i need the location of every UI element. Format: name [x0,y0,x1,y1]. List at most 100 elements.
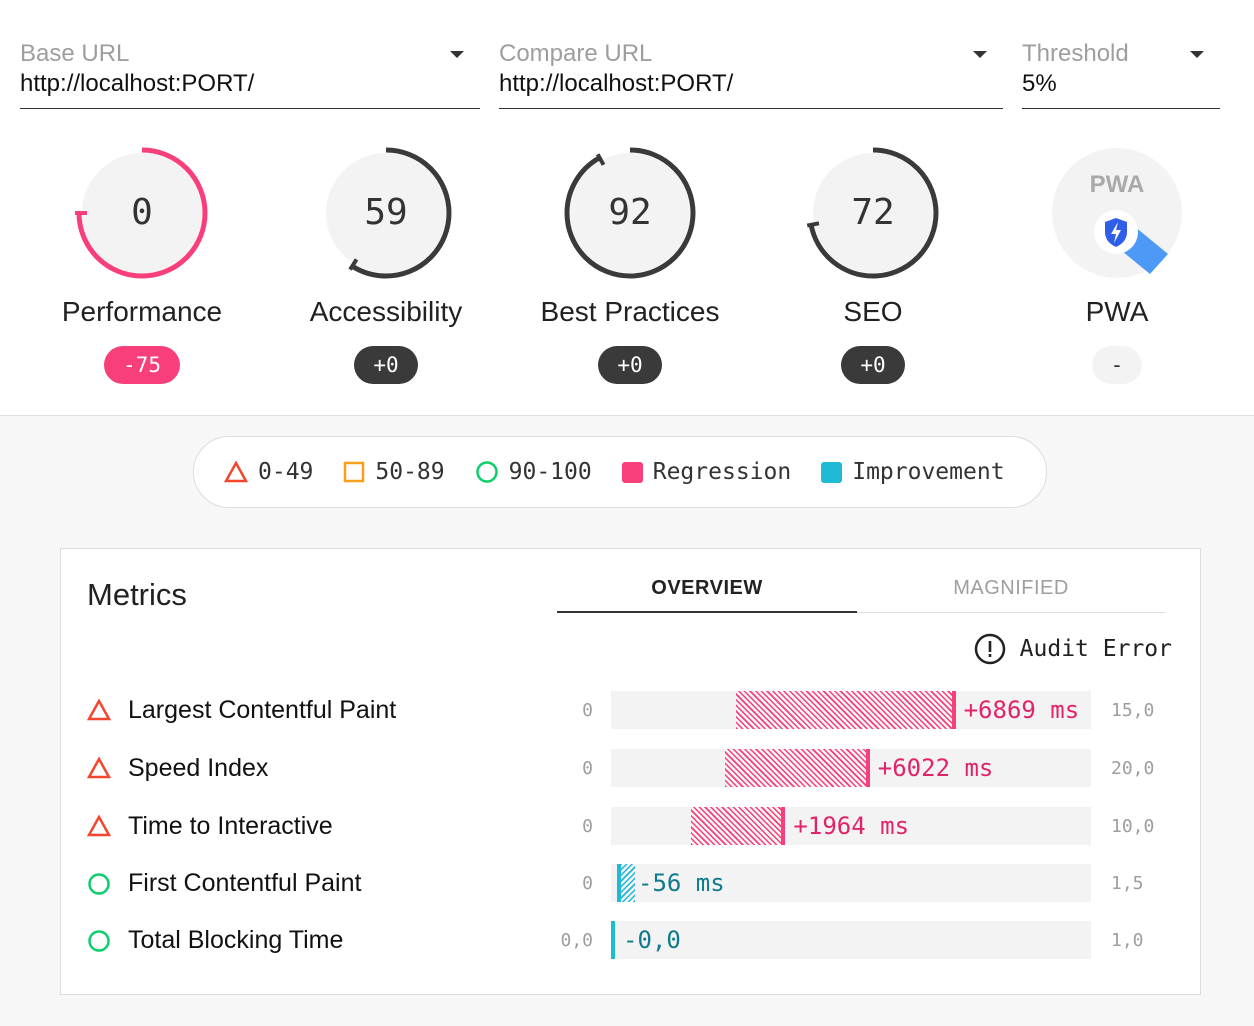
category-best-practices[interactable]: 92 Best Practices +0 [530,146,730,384]
score-arc [564,147,696,279]
improvement-bar [617,864,635,902]
circle-pass-icon [475,461,498,483]
category-seo[interactable]: 72 SEO +0 [773,146,973,384]
selector-2[interactable]: Threshold 5% [1022,38,1220,109]
square-average-icon [344,461,365,483]
scale-max: 10,0 [1111,816,1155,837]
category-performance[interactable]: 0 Performance -75 [42,146,242,384]
dropdown-caret-icon[interactable] [1190,51,1204,58]
legend-improvement: Improvement [852,459,1005,485]
circle-pass-icon [88,873,110,895]
improvement-bar [611,921,615,959]
metric-row[interactable]: Time to Interactive 0 +1964 ms 10,0 [61,807,1202,845]
delta-badge: - [1091,346,1143,384]
metric-track: +6022 ms [611,749,1091,787]
legend-average: 50-89 [375,459,445,485]
selector-label: Base URL [20,40,130,67]
comparison-section: 0-49 50-89 90-100 Regression Improvement… [0,415,1254,1026]
score-gauge [564,147,696,279]
score-tick [348,258,359,271]
selector-1[interactable]: Compare URL http://localhost:PORT/ [499,38,1003,109]
score-value: 0 [131,192,153,233]
selector-value: http://localhost:PORT/ [499,70,734,97]
delta-badge: +0 [841,346,905,384]
dropdown-caret-icon[interactable] [450,51,464,58]
legend-fail: 0-49 [258,459,314,485]
metric-delta: -0,0 [623,926,681,954]
dropdown-caret-icon[interactable] [973,51,987,58]
metric-name: Time to Interactive [128,812,333,840]
metric-track: -56 ms [611,864,1091,902]
metrics-title: Metrics [87,577,187,612]
metric-name: Speed Index [128,754,269,782]
selector-label: Threshold [1022,40,1129,67]
triangle-fail-icon [86,756,112,779]
metric-delta: -56 ms [638,869,725,897]
score-arc [807,147,939,279]
scale-min: 0 [582,700,593,721]
improvement-swatch-icon [821,461,843,483]
delta-badge: +0 [354,346,418,384]
metric-track: +6869 ms [611,691,1091,729]
regression-bar [691,807,786,845]
audit-error-label: Audit Error [1019,636,1172,662]
scale-min: 0 [582,873,593,894]
metric-row[interactable]: Speed Index 0 +6022 ms 20,0 [61,749,1202,787]
scale-min: 0 [582,816,593,837]
metric-row[interactable]: First Contentful Paint 0 -56 ms 1,5 [61,864,1202,902]
legend-pass: 90-100 [508,459,592,485]
triangle-fail-icon [86,698,112,721]
scale-max: 1,0 [1111,930,1144,951]
score-gauge [806,147,939,279]
legend: 0-49 50-89 90-100 Regression Improvement [193,436,1047,508]
selector-value: 5% [1022,70,1057,97]
scale-max: 15,0 [1111,700,1155,721]
score-value: 72 [851,192,895,233]
score-tick [806,221,820,228]
alert-circle-icon [974,633,1005,665]
triangle-fail-icon [86,814,112,837]
score-gauge [75,147,208,279]
selector-value: http://localhost:PORT/ [20,70,255,97]
metric-row[interactable]: Largest Contentful Paint 0 +6869 ms 15,0 [61,691,1202,729]
scale-min: 0,0 [560,930,593,951]
metric-track: -0,0 [611,921,1091,959]
category-pwa[interactable]: PWA PWA - [1017,146,1217,384]
metrics-card: Metrics OVERVIEW MAGNIFIED Audit Error L… [60,548,1201,995]
metric-delta: +1964 ms [793,812,910,840]
category-name: PWA [1085,296,1149,327]
delta-badge: +0 [598,346,662,384]
metric-name: Total Blocking Time [128,926,344,954]
metric-track: +1964 ms [611,807,1091,845]
regression-bar [735,691,956,729]
scale-min: 0 [582,758,593,779]
score-tick [595,153,606,166]
metric-row[interactable]: Total Blocking Time 0,0 -0,0 1,0 [61,921,1202,959]
metric-delta: +6022 ms [877,754,994,782]
category-accessibility[interactable]: 59 Accessibility +0 [286,146,486,384]
selector-0[interactable]: Base URL http://localhost:PORT/ [20,38,480,109]
category-name: SEO [843,296,903,327]
delta-badge: -75 [104,346,180,384]
selector-label: Compare URL [499,40,653,67]
circle-pass-icon [88,930,110,952]
tab-overview[interactable]: OVERVIEW [557,577,857,613]
score-arc [320,147,452,279]
scale-max: 1,5 [1111,873,1144,894]
pwa-logo-text: PWA [1090,171,1145,198]
metric-name: Largest Contentful Paint [128,696,397,724]
triangle-fail-icon [224,461,248,483]
regression-swatch-icon [621,461,643,483]
tab-magnified[interactable]: MAGNIFIED [857,577,1165,613]
scale-max: 20,0 [1111,758,1155,779]
category-name: Accessibility [309,296,463,327]
category-name: Best Practices [540,296,720,327]
score-value: 92 [608,192,652,233]
pwa-gauge: PWA [1052,148,1182,278]
category-name: Performance [61,296,223,327]
score-gauge [320,147,452,279]
audit-error: Audit Error [974,633,1172,665]
metric-name: First Contentful Paint [128,869,362,897]
score-value: 59 [364,192,408,233]
legend-regression: Regression [652,459,792,485]
